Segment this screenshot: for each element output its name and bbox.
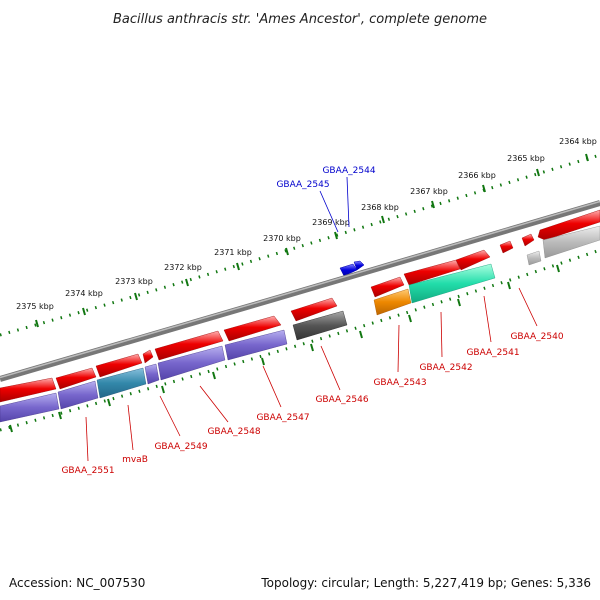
outer-tick-ring bbox=[0, 153, 600, 337]
cds-segment-lightgray[interactable] bbox=[542, 225, 600, 259]
gene-label-gbaa-2541[interactable]: GBAA_2541 bbox=[466, 348, 519, 358]
cds-segment-green[interactable] bbox=[408, 263, 496, 304]
genome-backbone bbox=[0, 200, 600, 382]
map-title: Bacillus anthracis str. 'Ames Ancestor',… bbox=[113, 12, 487, 27]
gene-gbaa-2542[interactable] bbox=[455, 249, 491, 271]
gene-forward-segment[interactable] bbox=[537, 209, 600, 241]
cds-segment-purple[interactable] bbox=[144, 363, 160, 385]
tick-label: 2370 kbp bbox=[263, 234, 301, 243]
label-leaders bbox=[85, 176, 538, 462]
gene-gbaa-2543-part[interactable] bbox=[403, 259, 461, 286]
gene-gbaa-2541[interactable] bbox=[499, 240, 514, 254]
gene-gbaa-2549[interactable] bbox=[142, 349, 154, 364]
tick-label: 2364 kbp bbox=[559, 137, 597, 146]
cds-segment-orange[interactable] bbox=[373, 288, 412, 316]
gene-label-gbaa-2540[interactable]: GBAA_2540 bbox=[510, 332, 563, 342]
gene-gbaa-2544[interactable] bbox=[353, 260, 365, 271]
tick-label: 2365 kbp bbox=[507, 154, 545, 163]
gene-label-gbaa-2542[interactable]: GBAA_2542 bbox=[419, 363, 472, 373]
tick-label: 2366 kbp bbox=[458, 171, 496, 180]
gene-label-gbaa-2548[interactable]: GBAA_2548 bbox=[207, 427, 260, 437]
tick-label: 2369 kbp bbox=[312, 218, 350, 227]
gene-gbaa-2547[interactable] bbox=[223, 315, 282, 342]
gene-gbaa-2548[interactable] bbox=[154, 330, 224, 361]
tick-label: 2375 kbp bbox=[16, 302, 54, 311]
gene-label-gbaa-2547[interactable]: GBAA_2547 bbox=[256, 413, 309, 423]
gene-label-mvab[interactable]: mvaB bbox=[122, 455, 148, 465]
tick-label: 2374 kbp bbox=[65, 289, 103, 298]
cds-segment-purple[interactable] bbox=[57, 380, 99, 410]
gene-gbaa-2546[interactable] bbox=[290, 297, 338, 322]
gene-gbaa-2551[interactable] bbox=[55, 367, 97, 390]
cds-segment-lightgray[interactable] bbox=[526, 250, 542, 266]
gene-mvab[interactable] bbox=[95, 353, 143, 378]
inner-tick-ring bbox=[0, 248, 600, 433]
tick-labels: 2364 kbp 2365 kbp 2366 kbp 2367 kbp 2368… bbox=[16, 137, 597, 311]
gene-label-gbaa-2545[interactable]: GBAA_2545 bbox=[276, 180, 329, 190]
tick-label: 2368 kbp bbox=[361, 203, 399, 212]
forward-red-genes bbox=[0, 209, 600, 403]
tick-label: 2372 kbp bbox=[164, 263, 202, 272]
accession-text: Accession: NC_007530 bbox=[9, 576, 145, 590]
gene-label-gbaa-2551[interactable]: GBAA_2551 bbox=[61, 466, 114, 476]
gene-label-gbaa-2549[interactable]: GBAA_2549 bbox=[154, 442, 207, 452]
gene-label-gbaa-2543[interactable]: GBAA_2543 bbox=[373, 378, 426, 388]
genome-summary-text: Topology: circular; Length: 5,227,419 bp… bbox=[260, 576, 591, 590]
forward-blue-genes bbox=[339, 260, 365, 277]
tick-label: 2373 kbp bbox=[115, 277, 153, 286]
gene-label-gbaa-2544[interactable]: GBAA_2544 bbox=[322, 166, 375, 176]
cds-segment-teal[interactable] bbox=[96, 367, 147, 399]
gene-forward-segment[interactable] bbox=[0, 377, 57, 403]
tick-label: 2367 kbp bbox=[410, 187, 448, 196]
cds-bars bbox=[0, 225, 600, 423]
cds-segment-gray[interactable] bbox=[292, 310, 348, 341]
cds-segment-purple[interactable] bbox=[157, 345, 226, 381]
cds-segment-purple[interactable] bbox=[0, 392, 60, 423]
gene-gbaa-2540[interactable] bbox=[521, 233, 535, 247]
gene-label-gbaa-2546[interactable]: GBAA_2546 bbox=[315, 395, 368, 405]
tick-label: 2371 kbp bbox=[214, 248, 252, 257]
cds-segment-purple[interactable] bbox=[224, 329, 288, 361]
gene-gbaa-2543[interactable] bbox=[370, 276, 405, 298]
gene-labels: GBAA_2544 GBAA_2545 GBAA_2540 GBAA_2541 … bbox=[61, 166, 563, 476]
